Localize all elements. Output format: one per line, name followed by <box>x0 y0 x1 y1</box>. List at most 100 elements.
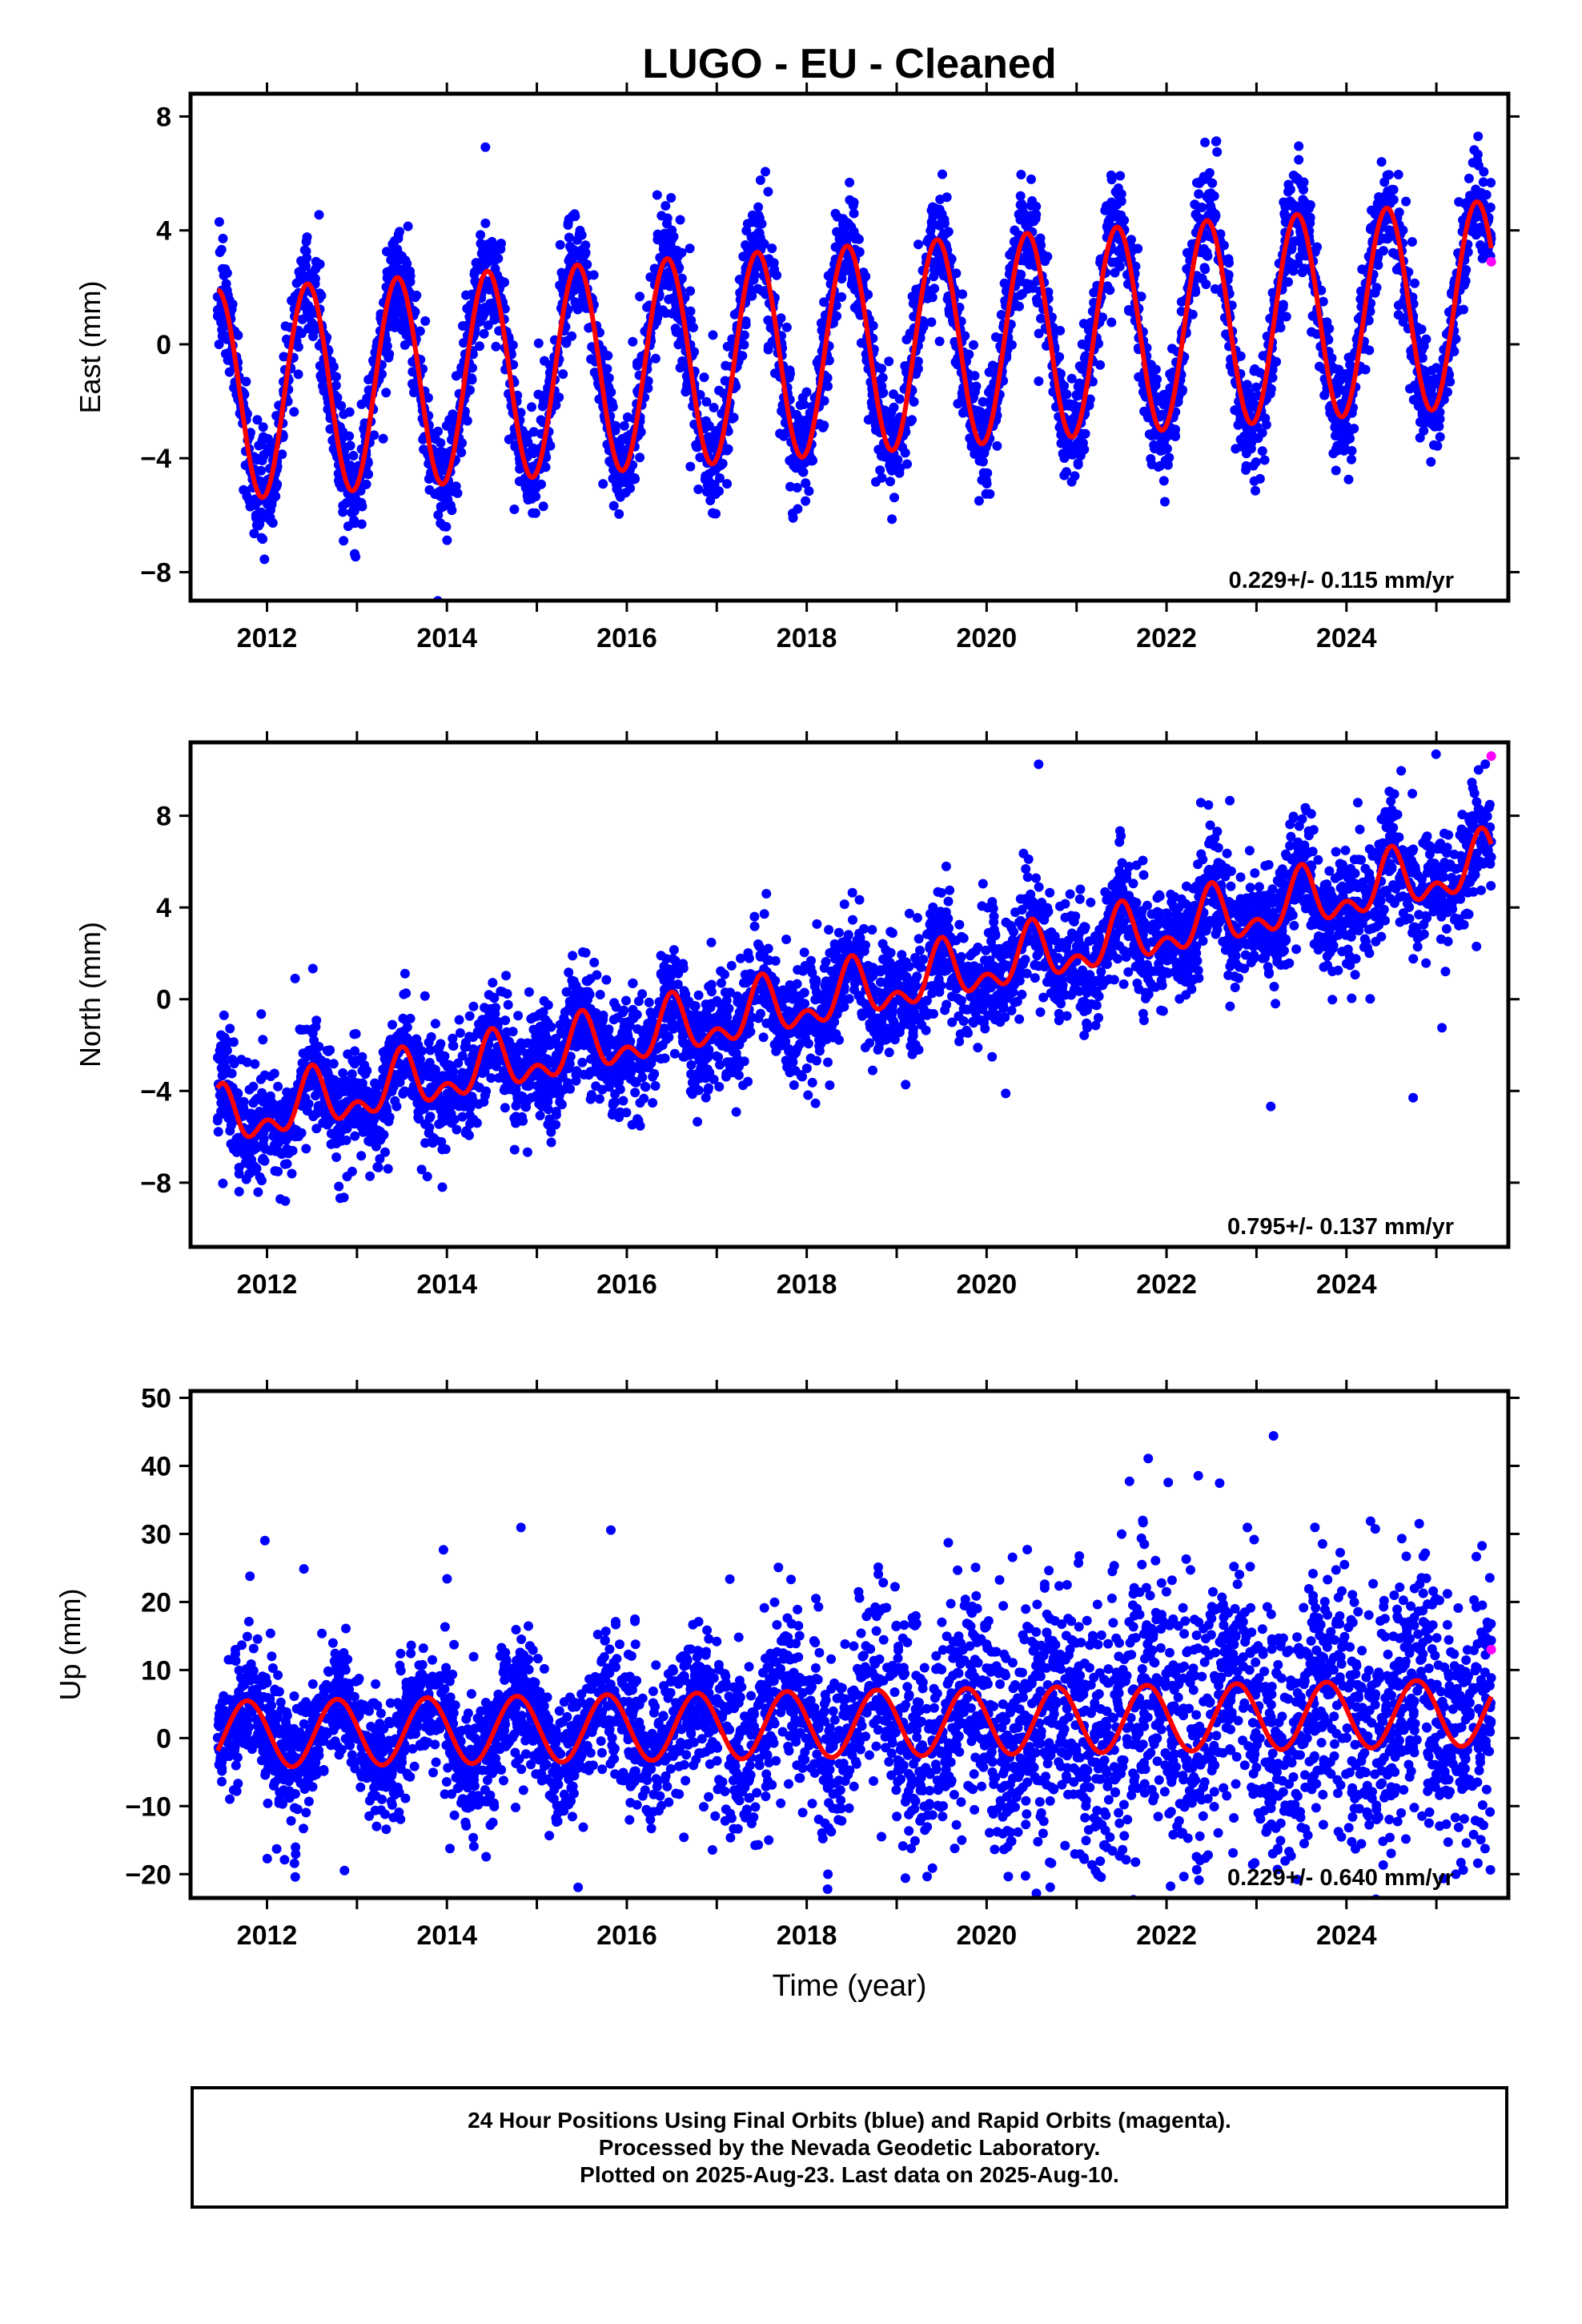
data-point <box>1210 283 1220 294</box>
data-point <box>726 960 737 971</box>
data-point <box>564 232 574 243</box>
data-point <box>699 372 709 383</box>
data-point <box>673 340 684 350</box>
data-point <box>1241 460 1251 471</box>
data-point <box>1111 209 1122 219</box>
data-point <box>877 364 887 374</box>
data-point <box>1251 382 1262 392</box>
data-point <box>256 533 267 543</box>
data-point <box>739 340 749 350</box>
data-point <box>1388 184 1399 195</box>
data-point <box>1336 372 1347 382</box>
data-point <box>479 328 489 339</box>
data-point <box>308 271 319 282</box>
data-point <box>1293 202 1303 212</box>
data-point <box>614 509 624 519</box>
data-point <box>1066 373 1077 384</box>
data-point <box>792 420 802 431</box>
data-point <box>293 369 303 380</box>
data-point <box>1247 437 1257 448</box>
data-point <box>1307 327 1317 337</box>
data-point <box>702 480 713 491</box>
data-point <box>619 420 629 431</box>
data-point <box>769 258 779 268</box>
data-point <box>303 308 312 318</box>
data-point <box>1191 209 1201 219</box>
data-point <box>299 245 310 255</box>
data-point <box>281 334 291 344</box>
data-point <box>350 549 359 559</box>
data-point <box>894 468 905 478</box>
data-point <box>356 519 367 529</box>
data-point <box>416 606 426 616</box>
data-point <box>1243 423 1253 433</box>
data-point <box>1343 474 1354 485</box>
data-point <box>929 219 939 230</box>
data-point <box>241 376 251 387</box>
data-point <box>1222 848 1232 858</box>
data-point <box>563 220 573 230</box>
data-point <box>485 299 496 309</box>
data-point <box>214 217 224 227</box>
data-point <box>652 190 662 200</box>
data-point <box>1257 446 1267 456</box>
data-point <box>837 292 847 302</box>
x-tick-label: 2024 <box>1316 623 1377 653</box>
data-point <box>685 243 695 254</box>
data-point <box>1464 173 1474 183</box>
data-point <box>536 415 546 425</box>
data-point <box>338 501 348 511</box>
data-point <box>1249 476 1259 486</box>
data-point <box>849 208 859 219</box>
data-point <box>911 369 921 380</box>
data-point <box>331 380 341 391</box>
data-point <box>770 368 780 379</box>
data-point <box>761 167 770 177</box>
data-point <box>937 209 947 219</box>
data-point <box>1182 263 1192 274</box>
data-point <box>1281 312 1291 322</box>
data-point <box>1296 180 1307 191</box>
data-point <box>403 221 413 231</box>
data-point <box>689 347 700 357</box>
data-point <box>1040 256 1050 267</box>
data-point <box>480 142 491 152</box>
data-point <box>942 294 953 304</box>
data-point <box>1249 392 1259 402</box>
data-point <box>348 451 359 460</box>
data-point <box>378 433 388 444</box>
data-point <box>1157 409 1167 420</box>
data-point <box>468 363 477 373</box>
data-point <box>1370 287 1380 298</box>
data-point <box>966 438 977 448</box>
data-point <box>405 266 415 276</box>
data-point <box>685 461 696 472</box>
data-point <box>482 239 492 250</box>
data-point <box>1471 184 1481 195</box>
data-point <box>1267 287 1278 298</box>
data-point <box>1332 428 1343 438</box>
data-point <box>446 486 456 497</box>
data-point <box>456 448 467 457</box>
data-point <box>1393 300 1403 311</box>
data-point <box>832 311 842 321</box>
data-point <box>781 322 792 332</box>
data-point <box>830 208 841 219</box>
data-point <box>1134 372 1144 382</box>
data-point <box>685 306 696 316</box>
data-point <box>664 294 674 304</box>
data-point <box>1065 889 1075 899</box>
data-point <box>300 259 310 269</box>
data-point <box>1473 160 1484 171</box>
data-point <box>383 352 394 363</box>
data-point <box>742 219 753 229</box>
data-point <box>533 338 544 348</box>
data-point <box>804 486 814 497</box>
data-point <box>1278 300 1288 310</box>
y-axis-label: East (mm) <box>74 281 106 414</box>
data-point <box>819 297 829 308</box>
data-point <box>1283 179 1294 190</box>
data-point <box>841 258 852 268</box>
data-point <box>608 501 619 511</box>
data-point <box>877 451 886 461</box>
